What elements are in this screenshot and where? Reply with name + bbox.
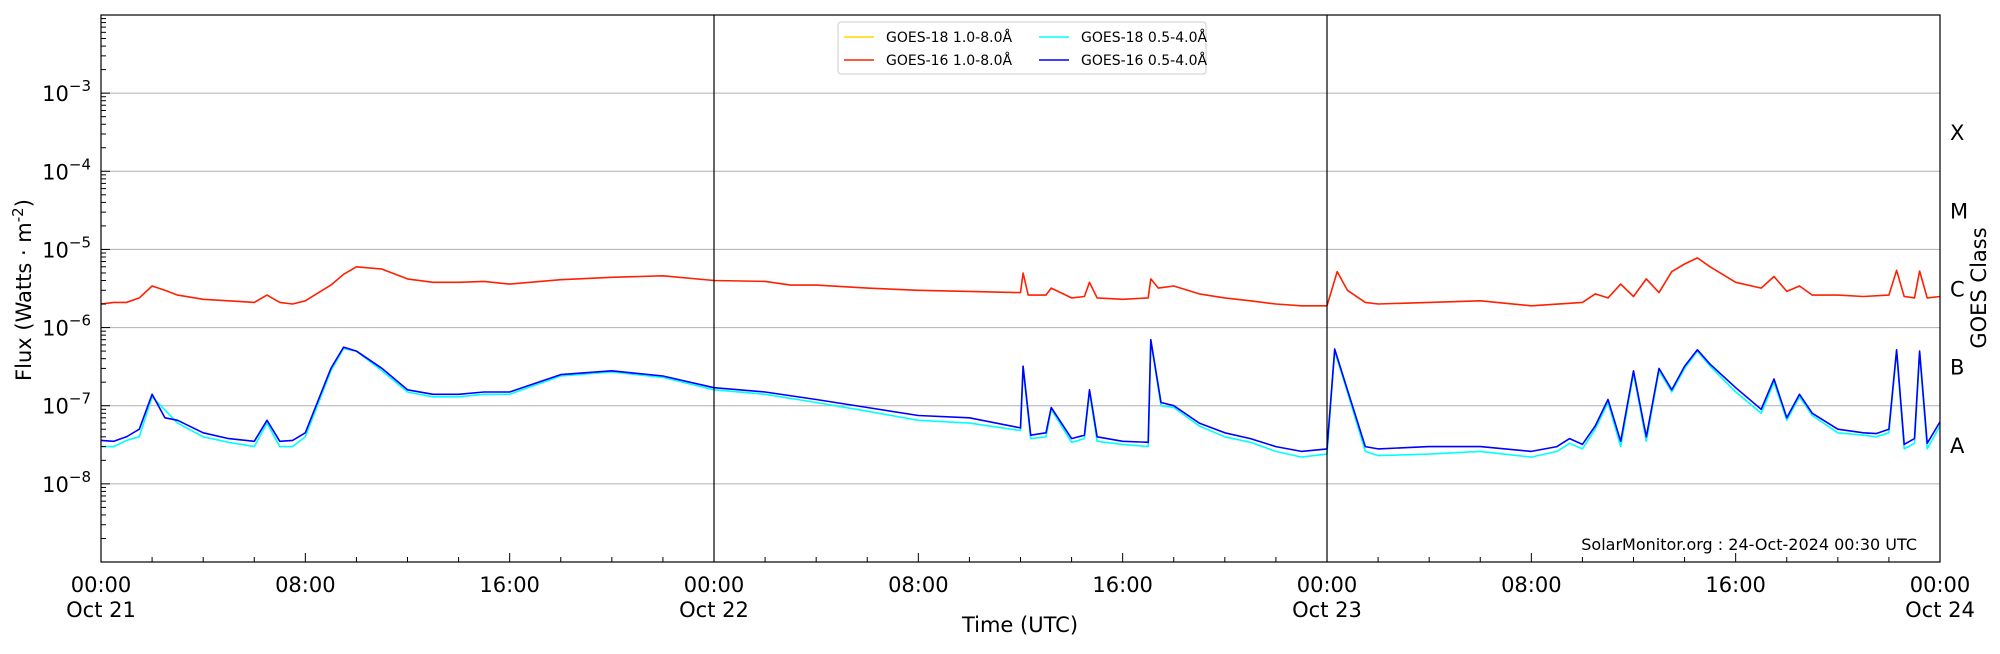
y-tick-label: 10−4 [42,155,91,184]
x-axis-title: Time (UTC) [961,613,1078,637]
y-tick-mantissa: 10 [42,395,69,419]
y-tick-exponent: −6 [69,312,91,330]
right-axis-title: GOES Class [1967,227,1991,348]
x-tick-time-label: 16:00 [479,573,540,597]
y-tick-mantissa: 10 [42,238,69,262]
y-tick-mantissa: 10 [42,317,69,341]
x-tick-time-label: 16:00 [1092,573,1153,597]
x-tick-time-label: 16:00 [1705,573,1766,597]
goes-class-label: M [1950,199,1968,223]
x-tick-time-label: 08:00 [1501,573,1562,597]
legend-entry-label: GOES-16 1.0-8.0Å [886,52,1012,69]
x-tick-date-label: Oct 21 [66,598,136,622]
y-tick-mantissa: 10 [42,160,69,184]
x-tick-date-label: Oct 24 [1905,598,1975,622]
series-line [100,257,1941,307]
y-tick-label: 10−7 [42,390,91,419]
y-tick-exponent: −5 [69,233,91,251]
y-axis-title: Flux (Watts · m-2) [9,199,36,381]
x-tick-date-label: Oct 23 [1292,598,1362,622]
series-layer [100,257,1941,458]
x-tick-time-label: 00:00 [71,573,132,597]
legend-box [837,21,1207,75]
x-tick-time-label: 08:00 [888,573,949,597]
goes-class-label: B [1950,356,1964,380]
y-axis-title-main: Flux (Watts · m [12,222,36,381]
x-tick-time-label: 00:00 [1297,573,1358,597]
y-axis-title-close: ) [12,199,36,207]
legend-entry-label: GOES-16 0.5-4.0Å [1081,52,1207,69]
y-tick-label: 10−6 [42,312,91,341]
y-tick-exponent: −7 [69,390,91,408]
source-annotation: SolarMonitor.org : 24-Oct-2024 00:30 UTC [1581,535,1917,554]
x-tick-time-label: 08:00 [275,573,336,597]
legend-entry-label: GOES-18 0.5-4.0Å [1081,29,1207,46]
goes-class-label: X [1950,121,1964,145]
y-tick-label: 10−3 [42,77,91,106]
series-line [101,339,1941,458]
y-tick-mantissa: 10 [42,82,69,106]
y-tick-label: 10−8 [42,468,91,497]
goes-class-label: C [1950,278,1965,302]
x-tick-time-label: 00:00 [1910,573,1971,597]
grid-layer [101,92,1940,485]
y-tick-label: 10−5 [42,233,91,262]
y-tick-exponent: −3 [69,77,91,95]
y-axis-title-sup: -2 [9,207,27,222]
x-tick-time-label: 00:00 [684,573,745,597]
y-tick-mantissa: 10 [42,473,69,497]
series-line [100,338,1941,453]
x-tick-date-label: Oct 22 [679,598,749,622]
y-tick-exponent: −8 [69,468,91,486]
goes-class-label: A [1950,434,1965,458]
y-tick-exponent: −4 [69,155,91,173]
legend-entry-label: GOES-18 1.0-8.0Å [886,29,1012,46]
legend: GOES-18 1.0-8.0Å GOES-16 1.0-8.0Å GOES-18 … [837,21,1207,75]
